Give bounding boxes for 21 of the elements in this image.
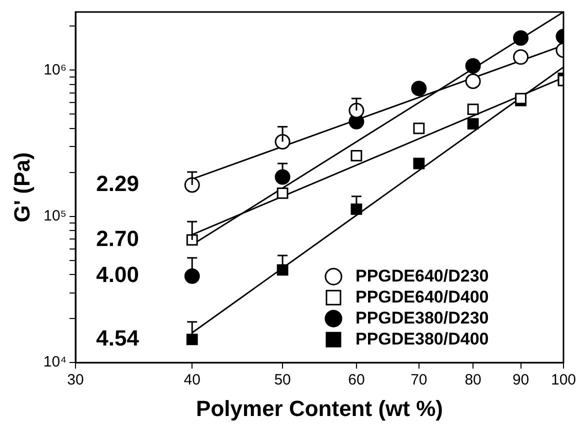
- y-axis-title: G' (Pa): [9, 152, 34, 222]
- annotation: 2.70: [96, 226, 139, 252]
- x-tick-label: 90: [512, 372, 530, 389]
- x-tick-label: 100: [550, 372, 576, 389]
- x-tick-label: 60: [348, 372, 365, 389]
- y-tick-label: 10⁵: [44, 208, 67, 225]
- legend-label: PPGDE640/D230: [355, 266, 489, 286]
- legend-label: PPGDE380/D230: [355, 308, 489, 328]
- x-axis-title: Polymer Content (wt %): [196, 396, 443, 421]
- annotation: 2.29: [96, 171, 139, 196]
- x-tick-label: 40: [184, 372, 200, 389]
- y-tick-label: 10⁶: [44, 61, 67, 78]
- x-tick-label: 30: [67, 372, 84, 389]
- legend-label: PPGDE640/D400: [355, 287, 489, 306]
- annotation: 4.00: [96, 262, 139, 288]
- annotation: 4.54: [96, 326, 140, 351]
- x-tick-label: 80: [464, 372, 482, 389]
- x-tick-label: 70: [410, 372, 428, 389]
- legend-label: PPGDE380/D400: [355, 329, 489, 348]
- y-tick-label: 10⁴: [43, 354, 67, 371]
- x-tick-label: 50: [274, 372, 291, 389]
